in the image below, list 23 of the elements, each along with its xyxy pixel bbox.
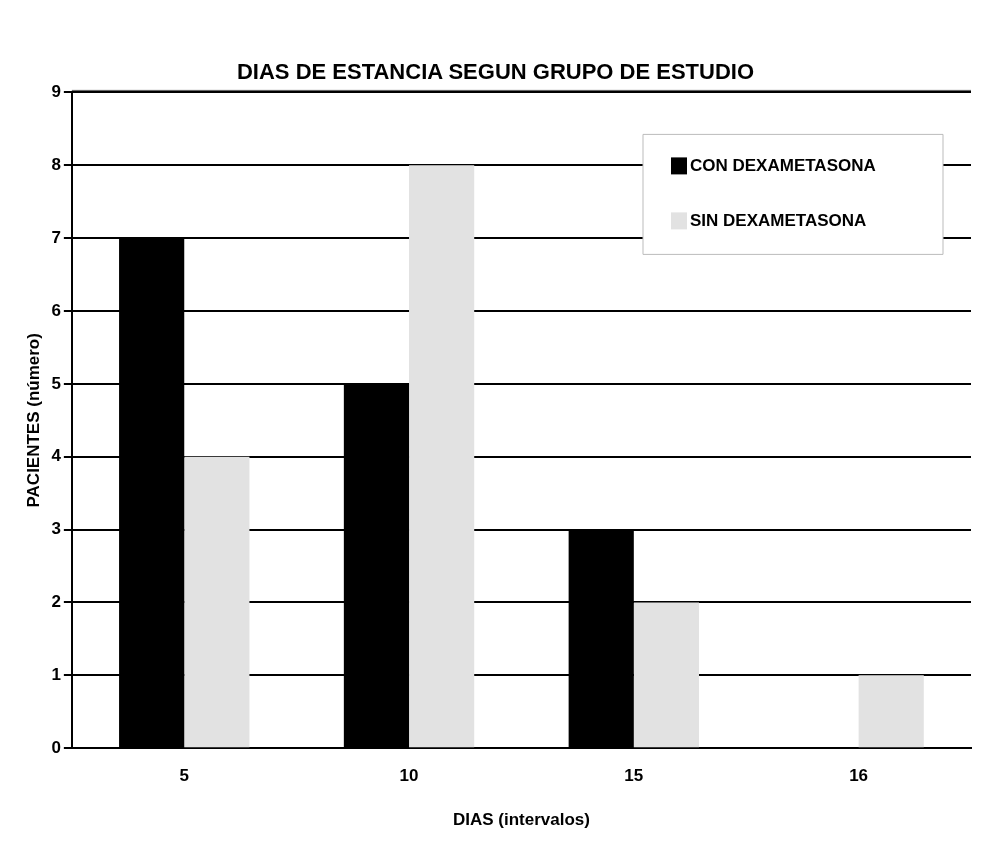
bar (858, 675, 924, 748)
y-tick-label: 1 (51, 665, 61, 685)
y-tick-label: 7 (51, 227, 61, 247)
chart-title: DIAS DE ESTANCIA SEGUN GRUPO DE ESTUDIO (236, 59, 755, 85)
y-tick-label: 8 (51, 154, 61, 174)
y-tick-label: 5 (51, 373, 61, 393)
x-tick-label: 16 (849, 766, 869, 786)
y-tick-label: 6 (51, 300, 61, 320)
y-tick-label: 9 (51, 82, 61, 102)
x-tick-label: 10 (399, 766, 419, 786)
legend-label: CON DEXAMETASONA (690, 156, 876, 176)
legend-label: SIN DEXAMETASONA (690, 211, 867, 231)
bar (633, 602, 700, 748)
y-tick-label: 0 (51, 737, 61, 757)
y-tick-label: 3 (51, 519, 61, 539)
x-axis-title: DIAS (intervalos) (452, 810, 590, 830)
y-axis-title: PACIENTES (número) (23, 333, 43, 508)
bar (409, 165, 475, 748)
x-tick-label: 5 (179, 766, 189, 786)
y-tick-label: 4 (51, 446, 62, 466)
y-tick-label: 2 (51, 592, 61, 612)
bar (184, 456, 250, 748)
x-tick-label: 15 (624, 766, 644, 786)
